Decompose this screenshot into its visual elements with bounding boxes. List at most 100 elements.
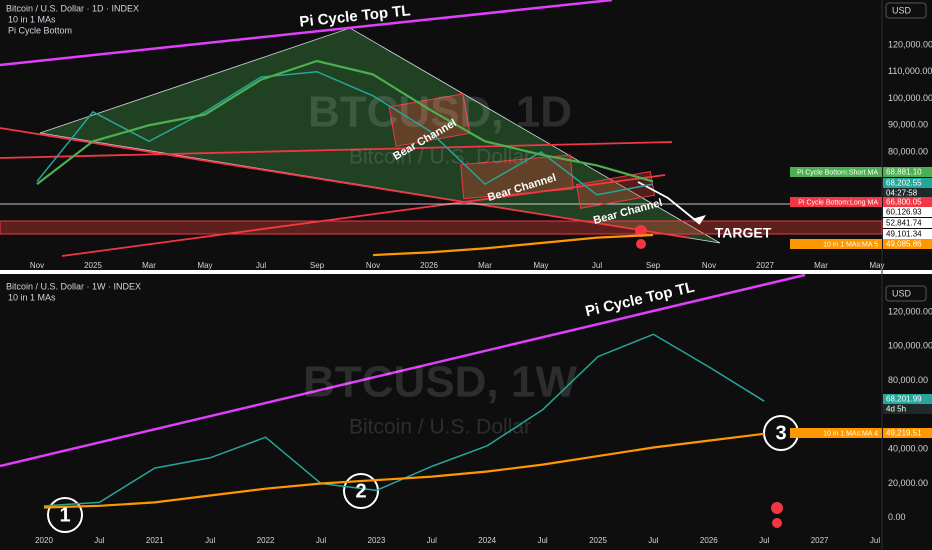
x-tick-label: May (533, 261, 548, 270)
arrow (637, 181, 701, 225)
price-tag-label-bg (790, 167, 882, 177)
price-tag-text: 52,841.74 (886, 219, 922, 228)
x-tick-label: 2027 (811, 536, 829, 545)
x-tick-label: Jul (648, 536, 658, 545)
price-tag-text: 04:27:58 (886, 189, 918, 198)
indicator-label: Pi Cycle Bottom (8, 25, 72, 35)
x-tick-label: Jul (256, 261, 266, 270)
marker-circle (343, 473, 379, 509)
x-tick-label: 2026 (420, 261, 438, 270)
x-tick-label: 2021 (146, 536, 164, 545)
y-tick-label: 110,000.00 (888, 66, 932, 76)
x-tick-label: 2027 (756, 261, 774, 270)
annotation: 2 (355, 480, 366, 502)
x-tick-label: Jul (870, 536, 880, 545)
price-tag (883, 197, 932, 207)
event-icon (636, 239, 646, 249)
x-tick-label: Jul (537, 536, 547, 545)
x-tick-label: Mar (814, 261, 828, 270)
x-tick-label: Mar (142, 261, 156, 270)
x-tick-label: Jul (316, 536, 326, 545)
price-tag-text: 49,101.34 (886, 230, 922, 239)
pi-cycle-line (0, 0, 613, 67)
x-tick-label: 2023 (368, 536, 386, 545)
price-tag (883, 188, 932, 198)
series-line (43, 432, 765, 509)
price-tag-label-bg (790, 197, 882, 207)
x-tick-label: Jul (205, 536, 215, 545)
y-tick-label: 90,000.00 (888, 120, 928, 130)
x-tick-label: Nov (702, 261, 716, 270)
x-tick-label: Mar (478, 261, 492, 270)
series-line (36, 59, 654, 185)
bear-channel-box (388, 93, 471, 147)
price-tag (883, 404, 932, 414)
price-tag (883, 207, 932, 217)
watermark: BTCUSD, 1W (303, 358, 577, 407)
y-tick-label: 100,000.00 (888, 341, 932, 351)
target-zone (0, 220, 883, 235)
annotation: 3 (775, 422, 786, 444)
y-tick-label: 80,000.00 (888, 375, 928, 385)
x-tick-label: Jul (592, 261, 602, 270)
trend-line (61, 174, 666, 257)
price-tag-text: 68,201.99 (886, 395, 922, 404)
currency-button[interactable] (885, 285, 927, 302)
pi-cycle-line (0, 273, 806, 468)
series-line (36, 70, 654, 196)
price-tag-text: 49,085.86 (886, 240, 922, 249)
series-line (372, 233, 654, 257)
price-tag (883, 239, 932, 249)
trend-line (0, 141, 673, 159)
marker-circle (47, 497, 83, 533)
bear-channel-box (460, 154, 574, 200)
x-tick-label: Sep (646, 261, 661, 270)
x-tick-label: 2024 (478, 536, 496, 545)
annotation: 1 (59, 504, 70, 526)
price-tag-text: 4d 5h (886, 405, 906, 414)
currency-label: USD (892, 288, 912, 298)
pane-separator (0, 270, 932, 274)
y-tick-label: 20,000.00 (888, 478, 928, 488)
y-tick-label: 80,000.00 (888, 146, 928, 156)
price-tag-text: 60,126.93 (886, 208, 922, 217)
indicator-label: 10 in 1 MAs (8, 292, 56, 302)
event-icon (772, 518, 782, 528)
watermark-sub: Bitcoin / U.S. Dollar (349, 416, 531, 439)
x-tick-label: May (869, 261, 884, 270)
chart-title: Bitcoin / U.S. Dollar · 1W · INDEX (6, 281, 141, 291)
price-tag-text: 68,202.55 (886, 179, 922, 188)
watermark: BTCUSD, 1D (308, 88, 572, 137)
x-tick-label: May (197, 261, 212, 270)
x-tick-label: 2026 (700, 536, 718, 545)
currency-button[interactable] (885, 2, 927, 19)
event-icon (635, 225, 647, 237)
x-tick-label: Jul (427, 536, 437, 545)
price-tag (883, 178, 932, 188)
bear-channel-box (575, 171, 656, 209)
annotation: TARGET (715, 225, 772, 241)
price-tag (883, 167, 932, 177)
y-tick-label: 40,000.00 (888, 444, 928, 454)
x-tick-label: 2025 (84, 261, 102, 270)
arrow-head (692, 215, 706, 224)
trend-line (0, 127, 691, 239)
price-tag (883, 229, 932, 239)
price-tag-label: 10 in 1 MAs:MA 4 (823, 430, 878, 437)
price-tag-text: 49,219.51 (886, 429, 922, 438)
indicator-label: 10 in 1 MAs (8, 14, 56, 24)
price-tag-text: 68,881.10 (886, 168, 922, 177)
price-tag (883, 428, 932, 438)
chart-title: Bitcoin / U.S. Dollar · 1D · INDEX (6, 3, 139, 13)
price-tag-label: Pi Cycle Bottom:Short MA (797, 169, 878, 176)
watermark-sub: Bitcoin / U.S. Dollar (349, 146, 531, 169)
price-tag-label-bg (790, 239, 882, 249)
y-tick-label: 100,000.00 (888, 93, 932, 103)
x-tick-label: 2022 (257, 536, 275, 545)
price-tag-label: Pi Cycle Bottom:Long MA (798, 199, 878, 206)
price-tag-label-bg (790, 428, 882, 438)
y-tick-label: 120,000.00 (888, 306, 932, 316)
event-icon (771, 502, 783, 514)
